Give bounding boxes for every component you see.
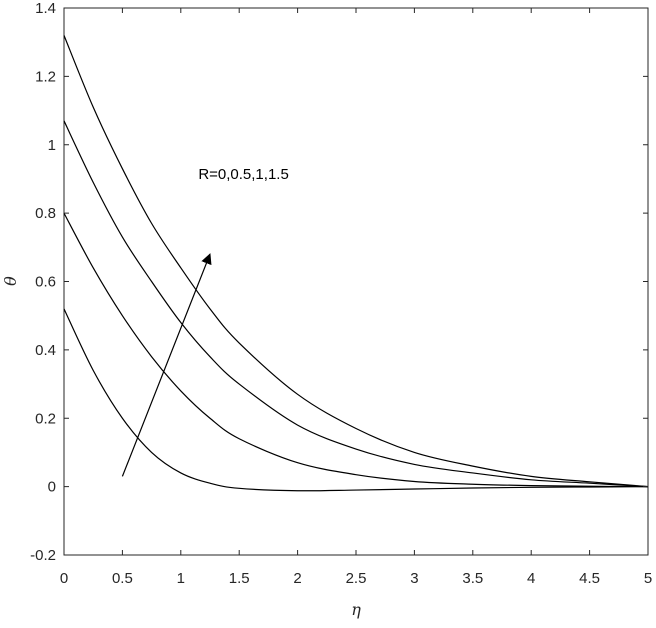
y-axis-label: θ	[1, 276, 20, 286]
x-tick-label: 3.5	[462, 570, 483, 587]
x-tick-label: 2	[293, 570, 301, 587]
series-layer	[63, 35, 649, 492]
x-tick-label: 0.5	[112, 570, 133, 587]
x-tick-label: 3	[410, 570, 418, 587]
y-tick-label: 0.2	[35, 410, 56, 427]
y-tick-label: 1	[48, 137, 56, 154]
x-tick-label: 2.5	[346, 570, 367, 587]
series-line-2	[63, 212, 649, 488]
x-tick-label: 5	[644, 570, 652, 587]
y-tick-label: 0	[48, 479, 56, 496]
x-tick-label: 1	[177, 570, 185, 587]
y-tick-label: 0.6	[35, 274, 56, 291]
y-tick-label: 0.4	[35, 342, 56, 359]
x-tick-label: 4	[527, 570, 535, 587]
y-tick-label: -0.2	[30, 547, 56, 564]
plot-area	[63, 7, 649, 556]
increase-arrow	[121, 253, 212, 477]
y-tick-label: 0.8	[35, 205, 56, 222]
annotation-layer: R=0,0.5,1,1.5	[121, 166, 289, 477]
series-line-4	[63, 35, 649, 488]
tick-layer: 0 0.5 1 1.5 2 2.5 3 3.5 4 4.5 5-0.200.20.40.60.811…	[30, 0, 652, 587]
x-tick-label: 0	[60, 570, 68, 587]
y-tick-label: 1.2	[35, 68, 56, 85]
y-tick-label: 1.4	[35, 0, 56, 17]
x-axis-label: η	[351, 600, 361, 619]
series-line-3	[63, 120, 649, 488]
x-tick-label: 4.5	[579, 570, 600, 587]
parameter-annotation: R=0,0.5,1,1.5	[198, 166, 288, 183]
x-tick-label: 1.5	[229, 570, 250, 587]
series-line-1	[63, 308, 649, 492]
